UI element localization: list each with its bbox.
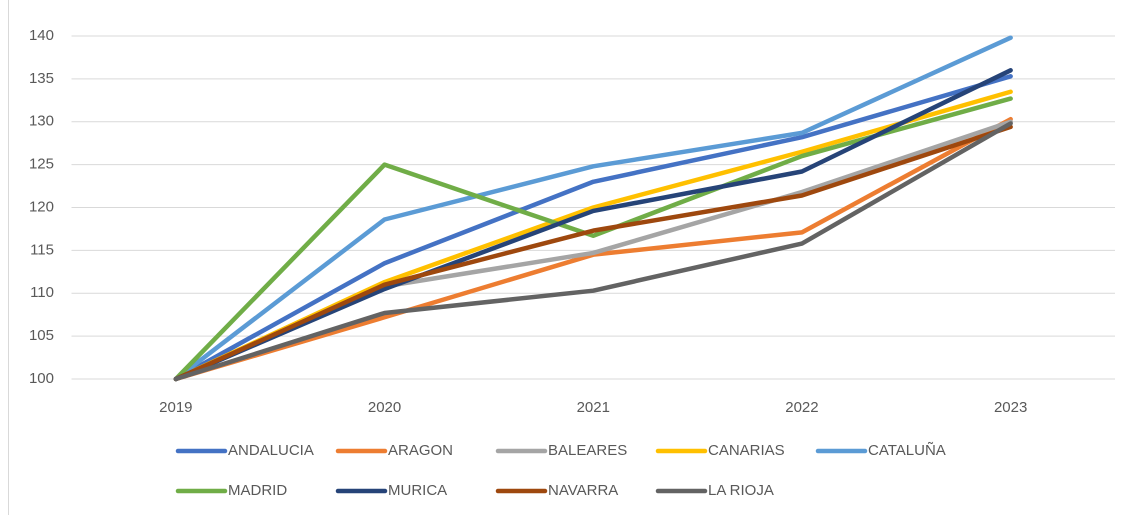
legend-label: NAVARRA: [548, 482, 618, 499]
y-tick-label: 125: [29, 156, 54, 173]
legend-label: MURICA: [388, 482, 447, 499]
series-line: [173, 121, 1013, 382]
y-tick-label: 130: [29, 113, 54, 130]
x-tick-label: 2021: [577, 399, 610, 416]
x-tick-label: 2022: [785, 399, 818, 416]
legend-label: LA RIOJA: [708, 482, 774, 499]
y-tick-label: 105: [29, 327, 54, 344]
y-tick-label: 115: [30, 241, 54, 258]
y-tick-label: 120: [29, 198, 54, 215]
y-tick-label: 100: [29, 370, 54, 387]
x-tick-label: 2019: [159, 399, 192, 416]
y-tick-label: 110: [30, 284, 54, 301]
legend-label: CANARIAS: [708, 442, 785, 459]
series-line: [173, 74, 1013, 382]
series-line: [173, 68, 1013, 382]
series-line: [173, 124, 1013, 382]
series-line: [173, 35, 1013, 382]
legend-label: MADRID: [228, 482, 287, 499]
chart-border: [8, 0, 9, 515]
x-tick-label: 2020: [368, 399, 401, 416]
series-line: [173, 96, 1013, 382]
y-tick-label: 135: [29, 70, 54, 87]
legend-label: ARAGON: [388, 442, 453, 459]
legend-label: CATALUÑA: [868, 442, 946, 459]
legend-label: ANDALUCIA: [228, 442, 314, 459]
y-tick-label: 140: [29, 27, 54, 44]
x-tick-label: 2023: [994, 399, 1027, 416]
legend-label: BALEARES: [548, 442, 627, 459]
